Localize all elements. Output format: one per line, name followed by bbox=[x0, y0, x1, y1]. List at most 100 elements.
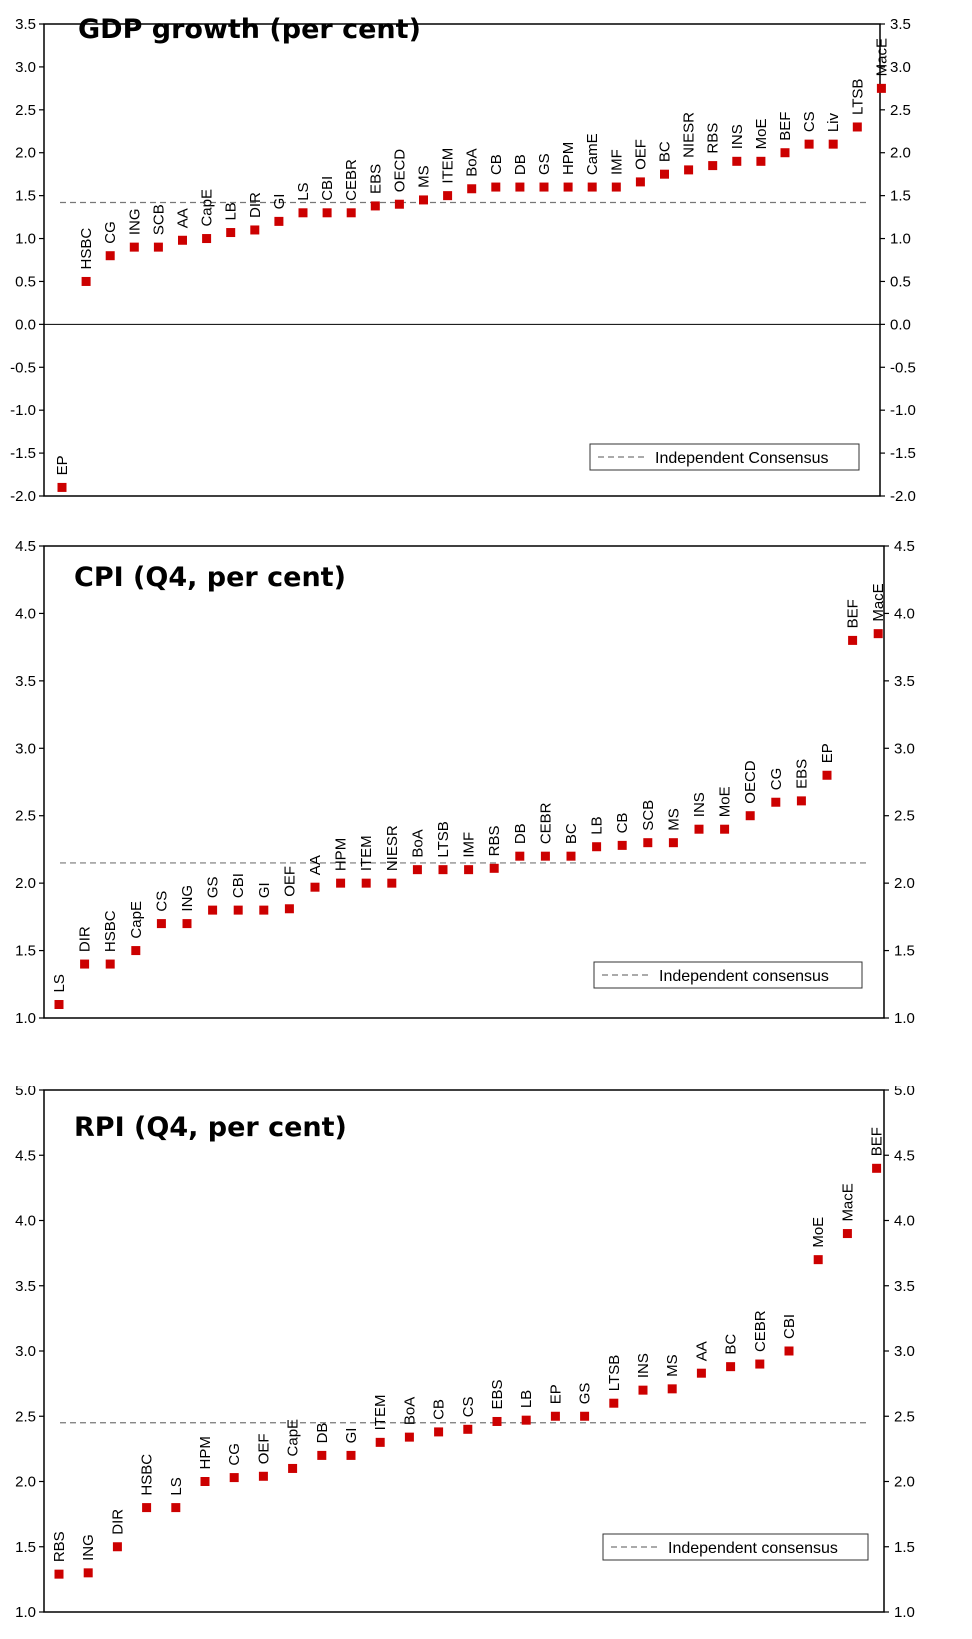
y-tick-label-left: 2.0 bbox=[15, 875, 36, 892]
y-tick-label-right: 3.0 bbox=[890, 59, 911, 76]
y-tick-label-left: -1.5 bbox=[10, 445, 36, 462]
data-point-ep bbox=[822, 770, 832, 780]
y-tick-label-right: 3.5 bbox=[890, 16, 911, 33]
data-point-cape bbox=[202, 234, 212, 244]
data-point-ins bbox=[732, 156, 742, 166]
legend: Independent Consensus bbox=[589, 443, 860, 471]
data-point-moe bbox=[756, 156, 766, 166]
data-label-item: ITEM bbox=[358, 835, 375, 871]
data-point-moe bbox=[813, 1255, 823, 1265]
y-tick-label-left: 1.5 bbox=[15, 943, 36, 960]
y-tick-label-left: 1.5 bbox=[15, 1539, 36, 1556]
data-point-rbs bbox=[489, 863, 499, 873]
y-tick-label-right: -1.5 bbox=[890, 445, 916, 462]
data-label-bef: BEF bbox=[845, 599, 862, 628]
data-point-ebs bbox=[492, 1416, 502, 1426]
y-tick-label-right: -0.5 bbox=[890, 359, 916, 376]
data-label-mace: MacE bbox=[870, 583, 887, 621]
y-tick-label-right: -2.0 bbox=[890, 488, 916, 505]
data-point-item bbox=[443, 191, 453, 201]
data-point-gi bbox=[274, 216, 284, 226]
data-point-bef bbox=[872, 1163, 882, 1173]
data-point-cebr bbox=[540, 851, 550, 861]
data-point-cbi bbox=[233, 905, 243, 915]
data-label-gs: GS bbox=[577, 1383, 594, 1405]
data-label-cg: CG bbox=[102, 221, 119, 244]
y-tick-label-right: 2.5 bbox=[894, 1408, 915, 1425]
data-label-lb: LB bbox=[223, 202, 240, 220]
data-label-cs: CS bbox=[153, 891, 170, 912]
data-point-db bbox=[515, 851, 525, 861]
data-label-ebs: EBS bbox=[489, 1379, 506, 1409]
data-point-hsbc bbox=[105, 959, 115, 969]
data-label-ins: INS bbox=[729, 124, 746, 149]
legend: Independent consensus bbox=[602, 1533, 869, 1561]
data-label-bef: BEF bbox=[869, 1127, 886, 1156]
y-tick-label-left: 1.0 bbox=[15, 1604, 36, 1621]
data-label-boa: BoA bbox=[409, 829, 426, 857]
data-point-hsbc bbox=[142, 1503, 152, 1513]
data-point-cb bbox=[617, 840, 627, 850]
data-point-bef bbox=[848, 635, 858, 645]
data-point-cape bbox=[131, 946, 141, 956]
y-tick-label-left: 3.5 bbox=[15, 16, 36, 33]
data-label-ins: INS bbox=[635, 1353, 652, 1378]
y-tick-label-right: 4.0 bbox=[894, 1213, 915, 1230]
data-point-gs bbox=[208, 905, 218, 915]
data-point-lb bbox=[226, 228, 236, 238]
data-label-cebr: CEBR bbox=[752, 1310, 769, 1352]
data-label-ep: EP bbox=[54, 455, 71, 475]
data-label-ltsb: LTSB bbox=[849, 79, 866, 115]
data-label-hpm: HPM bbox=[560, 142, 577, 175]
y-tick-label-right: 4.5 bbox=[894, 1147, 915, 1164]
data-point-oef bbox=[284, 904, 294, 914]
gdp-growth-chart: -2.0 -2.0 -1.5 -1.5 -1.0 -1.0 -0.5 -0.5 0.0 0.0 0.… bbox=[10, 14, 916, 505]
y-tick-label-left: 5.0 bbox=[15, 1086, 36, 1099]
data-point-ing bbox=[182, 919, 192, 929]
data-point-ins bbox=[694, 824, 704, 834]
y-tick-label-right: 1.5 bbox=[890, 188, 911, 205]
chart-title: CPI (Q4, per cent) bbox=[74, 562, 346, 593]
data-label-niesr: NIESR bbox=[681, 112, 698, 158]
data-point-aa bbox=[178, 235, 187, 245]
y-tick-label-right: 1.5 bbox=[894, 943, 915, 960]
plot-frame bbox=[43, 545, 885, 1019]
data-label-oecd: OECD bbox=[742, 760, 759, 804]
y-tick-label-left: 0.0 bbox=[15, 316, 36, 333]
data-label-moe: MoE bbox=[717, 786, 734, 817]
data-label-db: DB bbox=[314, 1423, 331, 1444]
data-point-gs bbox=[539, 182, 549, 192]
data-label-item: ITEM bbox=[372, 1395, 389, 1431]
y-tick-label-left: 3.0 bbox=[15, 59, 36, 76]
data-label-gi: GI bbox=[343, 1428, 360, 1444]
data-label-cebr: CEBR bbox=[343, 159, 360, 201]
data-point-rbs bbox=[708, 161, 718, 171]
data-label-bc: BC bbox=[657, 141, 674, 162]
data-label-ep: EP bbox=[819, 743, 836, 763]
y-tick-label-left: 4.5 bbox=[15, 540, 36, 555]
data-point-niesr bbox=[387, 878, 397, 888]
data-label-gs: GS bbox=[536, 153, 553, 175]
data-point-ltsb bbox=[438, 865, 448, 875]
data-label-bc: BC bbox=[723, 1334, 740, 1355]
data-point-oecd bbox=[394, 199, 404, 209]
data-point-cebr bbox=[755, 1359, 765, 1369]
data-label-cbi: CBI bbox=[781, 1314, 798, 1339]
y-tick-label-right: 3.0 bbox=[894, 740, 915, 757]
data-point-db bbox=[317, 1450, 327, 1460]
data-label-cape: CapE bbox=[128, 901, 145, 939]
data-point-oef bbox=[258, 1471, 268, 1481]
y-tick-label-right: 1.0 bbox=[890, 231, 911, 248]
data-point-moe bbox=[720, 824, 730, 834]
y-tick-label-right: 2.0 bbox=[894, 875, 915, 892]
data-point-ep bbox=[550, 1411, 560, 1421]
data-label-cb: CB bbox=[431, 1399, 448, 1420]
data-point-cbi bbox=[784, 1346, 794, 1356]
data-label-hpm: HPM bbox=[333, 838, 350, 871]
data-point-ls bbox=[171, 1503, 181, 1513]
data-label-moe: MoE bbox=[810, 1217, 827, 1248]
y-tick-label-left: 2.5 bbox=[15, 1408, 36, 1425]
y-tick-label-left: 4.0 bbox=[15, 605, 36, 622]
data-point-gs bbox=[580, 1411, 590, 1421]
data-label-imf: IMF bbox=[608, 149, 625, 175]
